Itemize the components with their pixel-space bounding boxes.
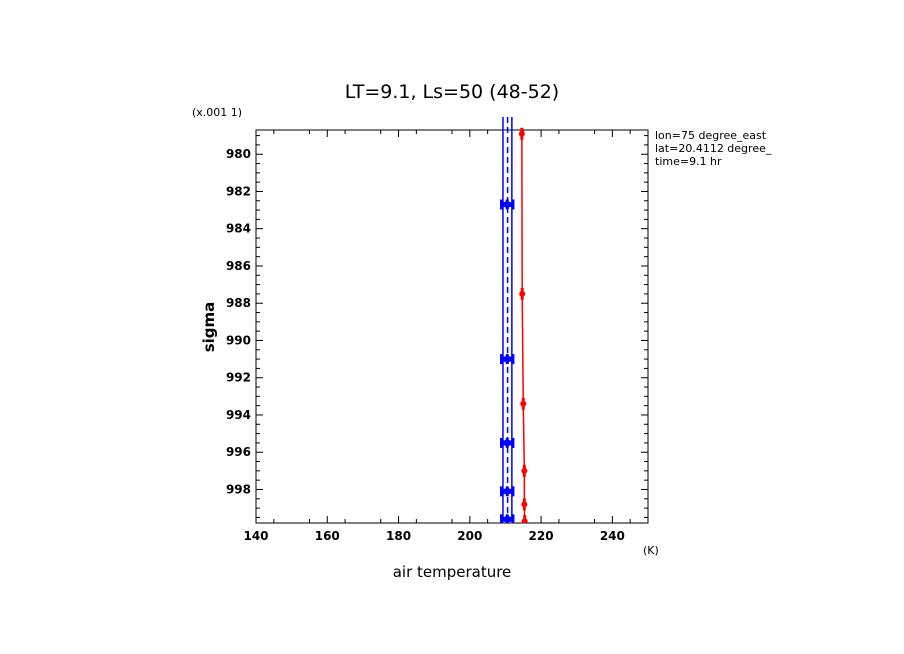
y-tick-label: 980 xyxy=(226,147,251,161)
data-point xyxy=(521,518,528,523)
x-tick-label: 240 xyxy=(600,529,625,543)
x-tick-label: 160 xyxy=(315,529,340,543)
x-tick-label: 220 xyxy=(529,529,554,543)
series-layer xyxy=(500,116,528,523)
data-point xyxy=(503,355,511,363)
data-point xyxy=(520,400,527,407)
info-line-lon: lon=75 degree_east xyxy=(655,129,767,142)
info-line-time: time=9.1 hr xyxy=(655,155,722,168)
data-point xyxy=(503,439,511,447)
y-tick-label: 996 xyxy=(226,445,251,459)
data-point xyxy=(503,201,511,209)
y-scale-label: (x.001 1) xyxy=(192,106,242,119)
axis-ticks: 140 160 180 200 220 240 980 982 984 986 988 990 992 9… xyxy=(226,130,648,543)
x-tick-label: 140 xyxy=(243,529,268,543)
series-line xyxy=(521,133,526,522)
y-tick-label: 988 xyxy=(226,296,251,310)
y-tick-label: 982 xyxy=(226,184,251,198)
data-point xyxy=(518,130,525,137)
chart-title: LT=9.1, Ls=50 (48-52) xyxy=(345,81,559,103)
x-unit-label: (K) xyxy=(643,544,659,557)
data-point xyxy=(503,487,511,495)
y-tick-label: 992 xyxy=(226,371,251,385)
y-axis-label: sigma xyxy=(200,302,218,353)
x-tick-label: 200 xyxy=(457,529,482,543)
x-tick-label: 180 xyxy=(386,529,411,543)
plot-frame xyxy=(255,129,649,524)
data-point xyxy=(519,290,526,297)
y-tick-label: 984 xyxy=(226,222,251,236)
info-line-lat: lat=20.4112 degree_ xyxy=(655,142,772,155)
data-point xyxy=(503,515,511,523)
y-tick-label: 994 xyxy=(226,408,251,422)
data-point xyxy=(521,501,528,508)
y-tick-label: 990 xyxy=(226,333,251,347)
x-axis-label: air temperature xyxy=(393,563,512,581)
y-tick-label: 998 xyxy=(226,482,251,496)
data-point xyxy=(521,467,528,474)
y-tick-label: 986 xyxy=(226,259,251,273)
